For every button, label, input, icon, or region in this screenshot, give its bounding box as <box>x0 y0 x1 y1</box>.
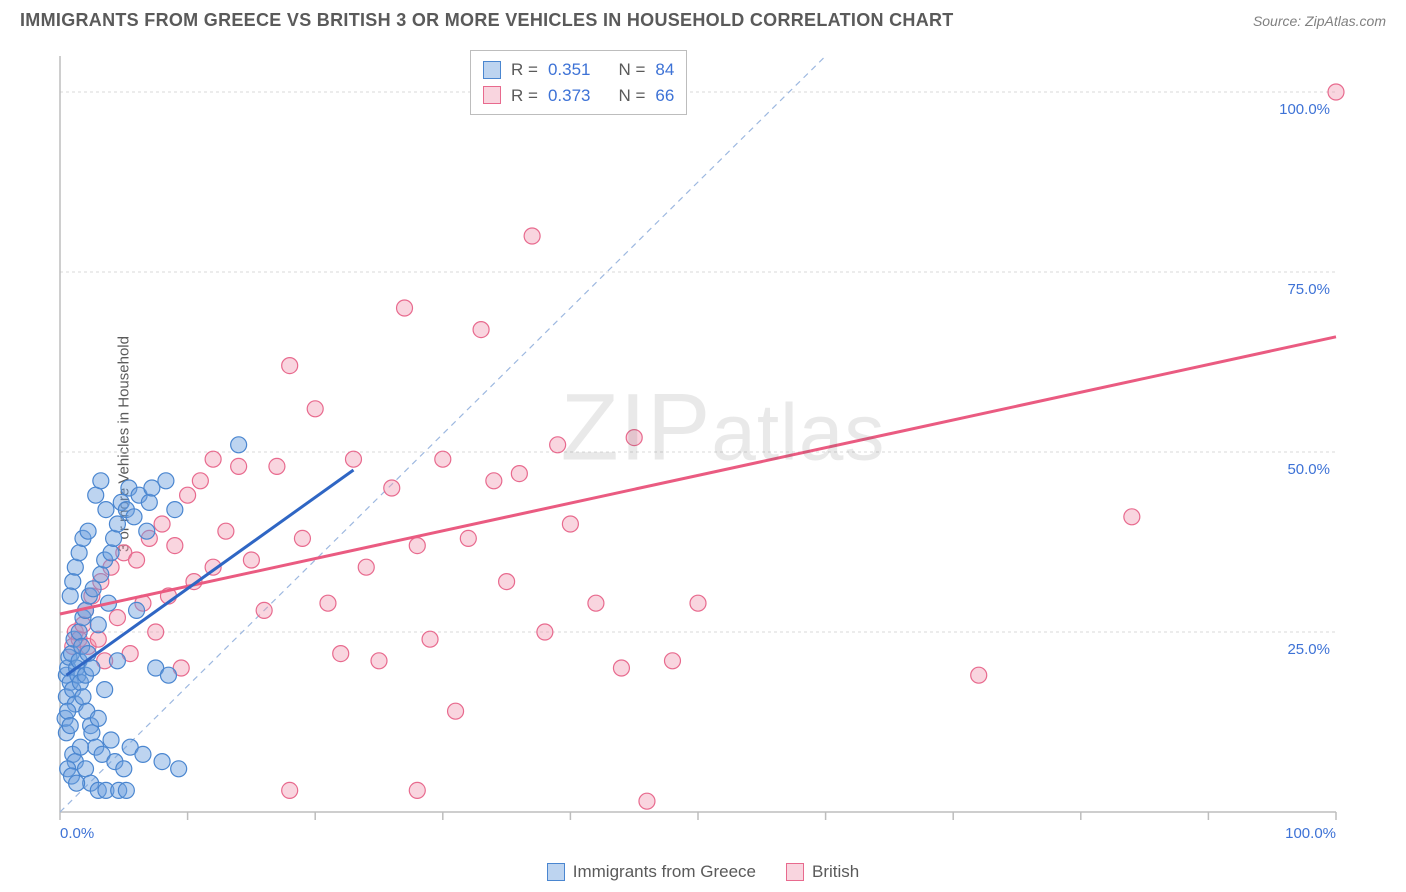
r-value-blue: 0.351 <box>548 57 591 83</box>
svg-text:0.0%: 0.0% <box>60 825 94 842</box>
chart-title: IMMIGRANTS FROM GREECE VS BRITISH 3 OR M… <box>20 10 954 31</box>
n-label: N = <box>618 57 645 83</box>
swatch-pink <box>786 863 804 881</box>
legend-item-pink: British <box>786 862 859 882</box>
series-legend: Immigrants from Greece British <box>0 862 1406 882</box>
svg-text:100.0%: 100.0% <box>1285 825 1336 842</box>
swatch-blue <box>483 61 501 79</box>
scatter-plot: 25.0% 50.0% 75.0% 100.0% 0.0% 100.0% <box>50 46 1396 842</box>
legend-item-blue: Immigrants from Greece <box>547 862 756 882</box>
legend-label-pink: British <box>812 862 859 882</box>
chart-area: 3 or more Vehicles in Household 25.0%50.… <box>50 46 1396 842</box>
svg-text:50.0%: 50.0% <box>1287 461 1330 478</box>
stats-row-pink: R = 0.373 N = 66 <box>483 83 674 109</box>
stats-row-blue: R = 0.351 N = 84 <box>483 57 674 83</box>
swatch-pink <box>483 86 501 104</box>
r-label: R = <box>511 83 538 109</box>
svg-text:25.0%: 25.0% <box>1287 641 1330 658</box>
r-label: R = <box>511 57 538 83</box>
r-value-pink: 0.373 <box>548 83 591 109</box>
n-value-pink: 66 <box>655 83 674 109</box>
source-name: ZipAtlas.com <box>1305 13 1386 29</box>
chart-header: IMMIGRANTS FROM GREECE VS BRITISH 3 OR M… <box>0 0 1406 37</box>
svg-text:100.0%: 100.0% <box>1279 101 1330 118</box>
legend-label-blue: Immigrants from Greece <box>573 862 756 882</box>
swatch-blue <box>547 863 565 881</box>
svg-text:75.0%: 75.0% <box>1287 281 1330 298</box>
n-label: N = <box>618 83 645 109</box>
source-prefix: Source: <box>1253 13 1305 29</box>
source-attribution: Source: ZipAtlas.com <box>1253 13 1386 29</box>
n-value-blue: 84 <box>655 57 674 83</box>
stats-legend: R = 0.351 N = 84 R = 0.373 N = 66 <box>470 50 687 115</box>
